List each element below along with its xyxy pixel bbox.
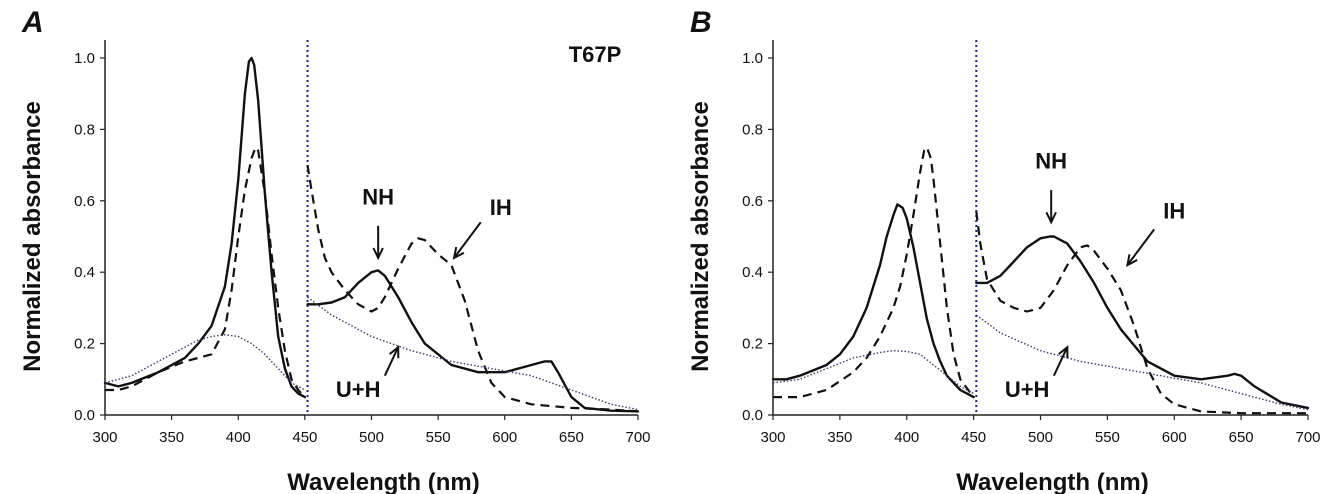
panel-a-mutant-label: T67P xyxy=(569,42,622,67)
panel-b: B 0.0 0.2 0.4 0.6 0.8 1.0 300 350 400 450 500 550 600… xyxy=(687,6,1321,494)
panel-b-y-tick-label: 0.4 xyxy=(742,264,763,281)
panel-a-x-tick-label: 650 xyxy=(559,429,584,446)
panel-b-annotation-nh: NH xyxy=(1035,149,1067,174)
panel-a-x-tick-label: 550 xyxy=(426,429,451,446)
panel-a-x-tick-label: 350 xyxy=(159,429,184,446)
panel-b-x-tick-label: 700 xyxy=(1295,429,1320,446)
panel-a-x-tick-label: 300 xyxy=(92,429,117,446)
panel-a-y-tick-label: 0.8 xyxy=(74,121,95,138)
panel-a-arrowhead-ih xyxy=(452,246,465,260)
panel-b-x-tick-label: 350 xyxy=(827,429,852,446)
panel-a-annotation-u-plus-h: U+H xyxy=(336,377,381,402)
panel-b-arrowhead-ih xyxy=(1126,254,1138,267)
panel-b-x-tick-label: 400 xyxy=(894,429,919,446)
panel-a-y-tick-label: 0.4 xyxy=(74,264,95,281)
panel-a-arrowhead-nh xyxy=(372,247,384,261)
panel-b-x-tick-label: 500 xyxy=(1028,429,1053,446)
panel-b-annotation-u-plus-h: U+H xyxy=(1005,377,1050,402)
panel-a-arrow-ih xyxy=(453,221,482,259)
panel-b-series-ih-line xyxy=(975,211,1308,415)
panel-b-x-tick-label: 450 xyxy=(961,429,986,446)
panel-b-letter: B xyxy=(690,6,712,39)
panel-b-x-tick-label: 650 xyxy=(1229,429,1254,446)
panel-a-x-tick-label: 450 xyxy=(292,429,317,446)
panel-a-y-tick-label: 0.0 xyxy=(74,407,95,424)
panel-a-arrow-u-plus-h xyxy=(383,346,400,377)
panel-b-x-tick-label: 550 xyxy=(1095,429,1120,446)
panel-a-series-nh-line xyxy=(103,56,307,399)
panel-b-arrow-u-plus-h xyxy=(1052,346,1069,377)
panel-a-y-tick-label: 0.2 xyxy=(74,336,95,353)
panel-b-y-tick-label: 0.0 xyxy=(742,407,763,424)
panel-b-series-u-plus-h-line xyxy=(772,350,974,395)
panel-a-letter: A xyxy=(21,6,44,39)
panel-a-x-tick-label: 500 xyxy=(359,429,384,446)
panel-b-y-tick-label: 1.0 xyxy=(742,50,763,67)
panel-a-annotation-nh: NH xyxy=(362,184,394,209)
panel-b-series-nh-line xyxy=(771,203,975,399)
panel-a-annotation-ih: IH xyxy=(490,195,512,220)
panel-b-x-tick-label: 300 xyxy=(760,429,785,446)
panel-a-arrowhead-u-plus-h xyxy=(388,345,400,359)
panel-a-series-u-plus-h-line xyxy=(104,334,306,391)
panel-b-y-axis-title: Normalized absorbance xyxy=(687,101,714,372)
panel-b-annotation-ih: IH xyxy=(1163,199,1185,224)
panel-b-arrowhead-u-plus-h xyxy=(1058,345,1069,359)
panel-b-series-nh-line xyxy=(975,235,1310,410)
panel-a-y-axis-title: Normalized absorbance xyxy=(19,101,46,372)
panel-a-series-nh-line xyxy=(306,269,640,413)
panel-b-arrowhead-nh xyxy=(1045,211,1057,225)
panel-a-series-ih-line xyxy=(306,164,639,413)
panel-a-x-tick-label: 600 xyxy=(492,429,517,446)
panel-b-x-axis-title: Wavelength (nm) xyxy=(956,469,1148,494)
panel-b-series-ih-line xyxy=(773,146,975,399)
panel-a-x-axis-title: Wavelength (nm) xyxy=(287,469,479,494)
panel-a: A 0.0 0.2 0.4 0.6 0.8 1.0 300 350 400 450 500 550 600… xyxy=(19,6,651,494)
panel-a-y-tick-label: 1.0 xyxy=(74,50,95,67)
panel-b-y-tick-label: 0.2 xyxy=(742,336,763,353)
panel-a-x-tick-label: 400 xyxy=(226,429,251,446)
panel-b-arrow-ih xyxy=(1126,228,1155,266)
panel-a-x-tick-label: 700 xyxy=(625,429,650,446)
panel-b-y-tick-label: 0.8 xyxy=(742,121,763,138)
panel-b-y-tick-label: 0.6 xyxy=(742,193,763,210)
panel-a-series-ih-line xyxy=(105,146,306,398)
panel-a-series-u-plus-h-line xyxy=(307,296,639,411)
panel-b-x-tick-label: 600 xyxy=(1162,429,1187,446)
panel-a-y-tick-label: 0.6 xyxy=(74,193,95,210)
